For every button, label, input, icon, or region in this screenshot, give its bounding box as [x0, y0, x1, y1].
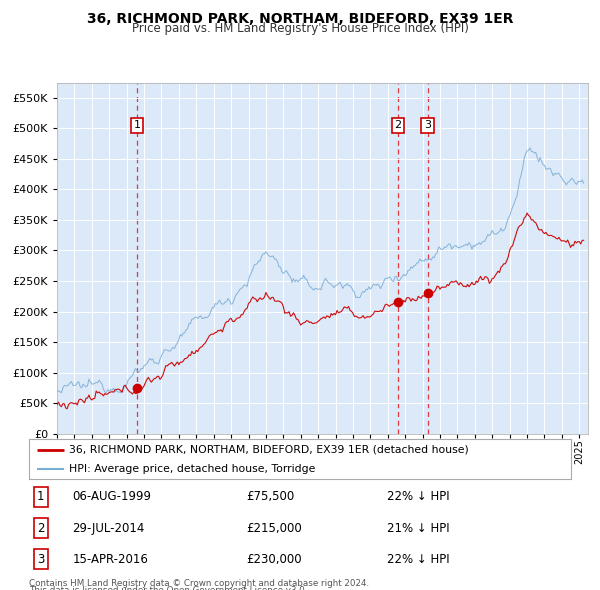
Text: Contains HM Land Registry data © Crown copyright and database right 2024.: Contains HM Land Registry data © Crown c… — [29, 579, 369, 588]
Text: HPI: Average price, detached house, Torridge: HPI: Average price, detached house, Torr… — [70, 464, 316, 474]
Text: 2: 2 — [394, 120, 401, 130]
Text: 36, RICHMOND PARK, NORTHAM, BIDEFORD, EX39 1ER: 36, RICHMOND PARK, NORTHAM, BIDEFORD, EX… — [87, 12, 513, 26]
Text: 21% ↓ HPI: 21% ↓ HPI — [387, 522, 449, 535]
Text: 1: 1 — [134, 120, 140, 130]
Text: £75,500: £75,500 — [246, 490, 294, 503]
Text: 3: 3 — [37, 553, 44, 566]
Text: 22% ↓ HPI: 22% ↓ HPI — [387, 490, 449, 503]
Text: £215,000: £215,000 — [246, 522, 302, 535]
Text: 22% ↓ HPI: 22% ↓ HPI — [387, 553, 449, 566]
Text: 36, RICHMOND PARK, NORTHAM, BIDEFORD, EX39 1ER (detached house): 36, RICHMOND PARK, NORTHAM, BIDEFORD, EX… — [70, 445, 469, 455]
Text: 06-AUG-1999: 06-AUG-1999 — [72, 490, 151, 503]
Text: 15-APR-2016: 15-APR-2016 — [72, 553, 148, 566]
Text: 2: 2 — [37, 522, 44, 535]
Text: 1: 1 — [37, 490, 44, 503]
Text: This data is licensed under the Open Government Licence v3.0.: This data is licensed under the Open Gov… — [29, 586, 307, 590]
Text: 3: 3 — [424, 120, 431, 130]
Text: Price paid vs. HM Land Registry's House Price Index (HPI): Price paid vs. HM Land Registry's House … — [131, 22, 469, 35]
Text: £230,000: £230,000 — [246, 553, 301, 566]
Text: 29-JUL-2014: 29-JUL-2014 — [72, 522, 145, 535]
